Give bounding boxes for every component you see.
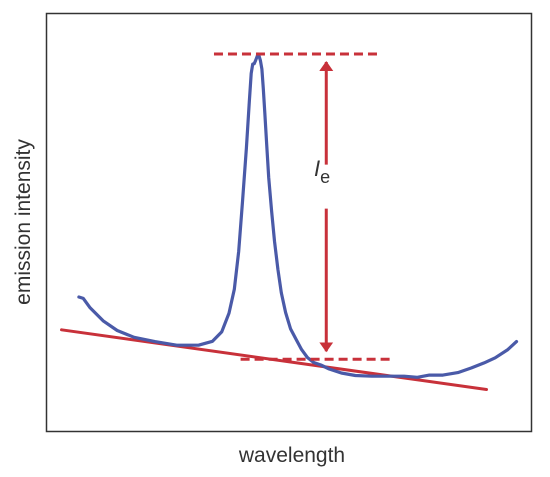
- chart-marks: [60, 52, 519, 391]
- emission-spectrum-line: [77, 52, 519, 379]
- intensity-label-main: I: [314, 156, 320, 181]
- plot-frame: [45, 12, 533, 433]
- x-axis-label: wavelength: [238, 444, 345, 467]
- intensity-label-subscript: e: [320, 167, 330, 187]
- y-axis-label: emission intensity: [12, 139, 35, 305]
- intensity-label: Ie: [314, 156, 330, 187]
